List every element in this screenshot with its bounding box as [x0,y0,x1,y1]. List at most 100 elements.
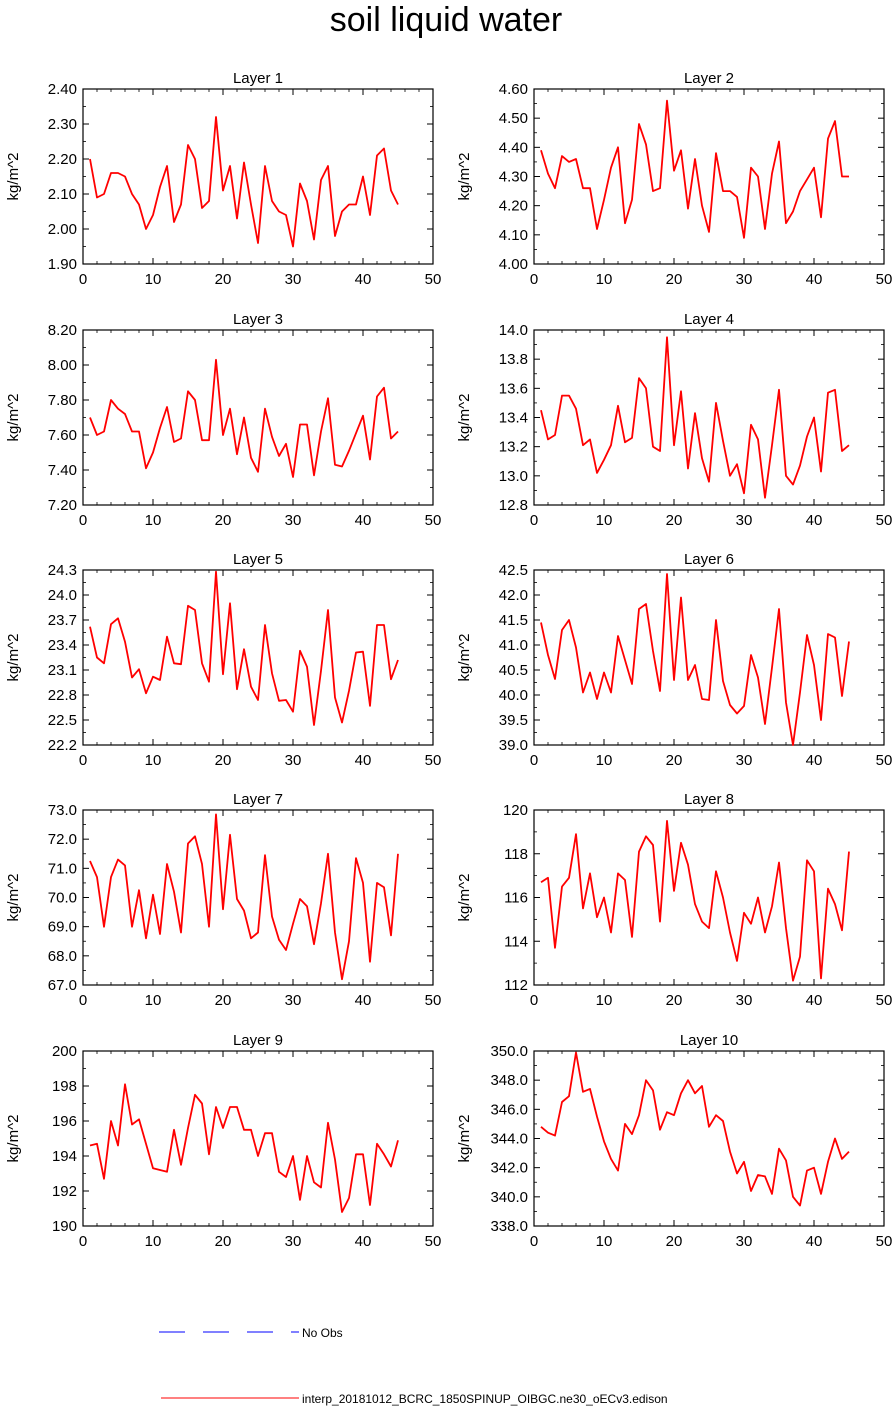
x-tick-label: 0 [530,992,538,1009]
panel-title: Layer 2 [684,70,734,87]
y-axis-label: kg/m^2 [456,634,473,682]
x-tick-label: 30 [736,271,753,288]
x-tick-label: 20 [666,992,683,1009]
y-tick-label: 350.0 [490,1043,528,1060]
y-tick-label: 114 [504,933,528,950]
panel-title: Layer 7 [233,791,283,808]
panel-layer-4: Layer 4 0 10 20 30 40 50 12.8 13.0 13.2 13.4 13.6 13… [456,311,892,529]
y-tick-label: 4.00 [499,256,528,273]
panel-title: Layer 10 [680,1032,738,1049]
panel-title: Layer 8 [684,791,734,808]
plot-frame [82,569,434,746]
y-tick-label: 7.20 [48,497,77,514]
y-tick-label: 22.8 [48,687,77,704]
x-tick-label: 10 [596,992,613,1009]
y-tick-label: 338.0 [490,1218,528,1235]
x-tick-label: 30 [285,1233,302,1250]
y-tick-label: 2.20 [48,151,77,168]
y-tick-label: 1.90 [48,256,77,273]
panel-layer-8: Layer 8 0 10 20 30 40 50 112 114 116 118 120 kg/m^2 [456,791,892,1009]
series-line [540,99,849,239]
y-tick-label: 2.10 [48,186,77,203]
y-tick-label: 73.0 [48,802,77,819]
y-tick-label: 120 [503,802,528,819]
y-tick-label: 41.0 [499,637,528,654]
panel-layer-7: Layer 7 0 10 20 30 40 50 67.0 68.0 69.0 70.0 71.0 72… [5,791,441,1009]
x-tick-label: 40 [806,992,823,1009]
y-axis-label: kg/m^2 [456,874,473,922]
x-tick-label: 40 [355,992,372,1009]
y-tick-label: 4.60 [499,81,528,98]
y-axis-label: kg/m^2 [5,394,22,442]
x-tick-label: 0 [79,992,87,1009]
x-tick-label: 20 [215,752,232,769]
panel-title: Layer 6 [684,551,734,568]
y-axis-label: kg/m^2 [456,153,473,201]
panel-layer-6: Layer 6 0 10 20 30 40 50 39.0 39.5 40.0 40.5 41.0 41… [456,551,892,769]
series-line [540,336,850,499]
x-tick-label: 30 [736,992,753,1009]
plot-frame [82,1050,434,1227]
y-tick-label: 4.20 [499,198,528,215]
x-tick-label: 30 [285,992,302,1009]
y-tick-label: 40.5 [499,662,528,679]
y-tick-label: 70.0 [48,890,77,907]
y-tick-label: 72.0 [48,831,77,848]
y-tick-label: 69.0 [48,919,77,936]
x-tick-label: 30 [285,512,302,529]
panel-layer-2: Layer 2 0 10 20 30 40 50 4.00 4.10 4.20 4.30 4.40 4.… [456,70,892,288]
x-tick-label: 0 [79,271,87,288]
y-tick-label: 4.10 [499,227,528,244]
x-tick-label: 30 [285,752,302,769]
plot-frame [533,1050,885,1227]
panel-layer-1: Layer 1 0 10 20 30 40 50 1.90 2.00 2.10 2.20 2.30 2.… [5,70,441,288]
series-line [540,573,850,746]
y-tick-label: 8.00 [48,357,77,374]
x-tick-label: 40 [355,271,372,288]
y-tick-label: 71.0 [48,860,77,877]
panel-title: Layer 4 [684,311,734,328]
x-tick-label: 50 [425,992,442,1009]
y-tick-label: 13.4 [499,410,528,427]
panel-layer-9: Layer 9 0 10 20 30 40 50 190 192 194 196 198 200 kg/m… [5,1032,441,1250]
x-tick-label: 20 [666,1233,683,1250]
x-tick-label: 10 [596,271,613,288]
y-tick-label: 346.0 [490,1101,528,1118]
y-axis-label: kg/m^2 [5,153,22,201]
y-tick-label: 194 [52,1148,77,1165]
y-tick-label: 13.0 [499,468,528,485]
y-tick-label: 24.3 [48,562,77,579]
x-tick-label: 50 [425,271,442,288]
y-tick-label: 67.0 [48,977,77,994]
y-tick-label: 340.0 [490,1189,528,1206]
y-tick-label: 196 [52,1113,77,1130]
y-tick-label: 7.60 [48,427,77,444]
x-tick-label: 30 [285,271,302,288]
plot-frame [82,809,434,986]
y-tick-label: 112 [504,977,528,994]
plot-frame [533,569,885,746]
y-tick-label: 2.00 [48,221,77,238]
x-tick-label: 0 [530,271,538,288]
plot-frame [82,329,434,506]
y-tick-label: 190 [52,1218,77,1235]
y-tick-label: 2.40 [48,81,77,98]
y-tick-label: 68.0 [48,948,77,965]
x-tick-label: 40 [355,512,372,529]
y-tick-label: 39.0 [499,737,528,754]
y-tick-label: 344.0 [490,1131,528,1148]
x-tick-label: 40 [355,1233,372,1250]
x-tick-label: 20 [215,992,232,1009]
x-tick-label: 20 [666,271,683,288]
x-tick-label: 0 [530,512,538,529]
y-tick-label: 192 [52,1183,77,1200]
x-tick-label: 10 [145,1233,162,1250]
chart-main-title: soil liquid water [329,1,563,39]
panel-title: Layer 3 [233,311,283,328]
y-tick-label: 7.40 [48,462,77,479]
y-tick-label: 4.50 [499,110,528,127]
x-tick-label: 40 [806,1233,823,1250]
y-tick-label: 22.2 [48,737,77,754]
x-tick-label: 20 [215,1233,232,1250]
